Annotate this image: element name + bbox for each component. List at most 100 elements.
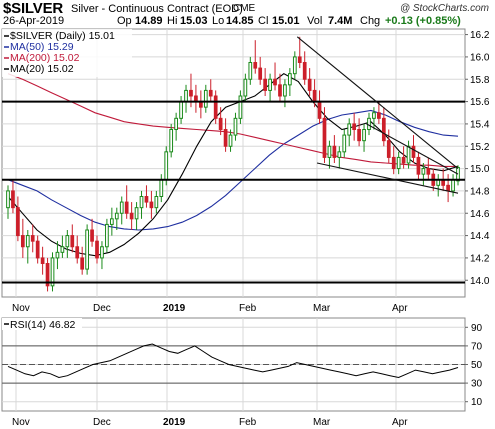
exchange-label: CME xyxy=(233,3,256,14)
candle xyxy=(352,112,357,141)
candle xyxy=(337,146,342,169)
candle-body xyxy=(263,78,268,91)
candle-body xyxy=(149,201,154,209)
candle-body xyxy=(268,78,272,91)
candle xyxy=(85,224,89,275)
candle xyxy=(377,101,381,124)
candle-body xyxy=(342,134,347,153)
candle xyxy=(144,185,149,208)
chart-legend: $SILVER (Daily) 15.01 MA(50) 15.29 MA(20… xyxy=(2,29,132,331)
copyright-label[interactable]: @ StockCharts.com xyxy=(399,3,489,14)
candle-body xyxy=(396,156,401,170)
y-tick-label: 14.8 xyxy=(470,186,490,197)
y-tick-label: 16.2 xyxy=(470,30,490,41)
y-tick-label: 14.0 xyxy=(470,276,490,287)
candle-body xyxy=(109,218,114,225)
candle-body xyxy=(55,251,60,259)
candle xyxy=(30,224,35,253)
candle-body xyxy=(312,89,317,103)
change-label: Chg xyxy=(360,15,381,27)
candle-body xyxy=(119,201,124,214)
low-label: Lo xyxy=(212,15,225,27)
candle-body xyxy=(20,235,25,248)
candle-body xyxy=(105,223,109,248)
candle xyxy=(139,190,144,219)
candle-body xyxy=(377,112,381,119)
legend-background xyxy=(2,29,132,77)
candle-body xyxy=(30,235,35,242)
rsi-series xyxy=(7,343,459,379)
candle-body xyxy=(154,196,159,209)
rsi-line xyxy=(7,343,459,379)
candle xyxy=(273,62,277,91)
candle-body xyxy=(322,117,327,158)
candle-body xyxy=(169,129,174,153)
y-tick-label: 14.4 xyxy=(470,231,490,242)
candle xyxy=(55,241,60,270)
candle-body xyxy=(248,62,253,80)
candle-body xyxy=(352,123,357,130)
candle xyxy=(149,190,154,219)
legend-ma200: MA(200) 15.02 xyxy=(10,52,80,64)
open-value: 14.89 xyxy=(135,15,163,27)
candle-body xyxy=(80,257,85,270)
candle-body xyxy=(416,156,421,175)
rsi-y-tick-label: 70 xyxy=(471,341,483,352)
candle xyxy=(411,135,416,163)
candle xyxy=(20,218,25,258)
y-tick-label: 15.6 xyxy=(470,97,490,108)
candle xyxy=(70,224,75,253)
candle-body xyxy=(283,84,287,97)
candle-body xyxy=(347,123,352,136)
candle xyxy=(332,135,337,163)
candle-body xyxy=(90,229,94,242)
rsi-x-tick-label: Dec xyxy=(93,417,111,428)
high-value: 15.03 xyxy=(180,15,208,27)
candle xyxy=(258,56,263,85)
candle xyxy=(208,79,213,102)
candle-body xyxy=(144,196,149,203)
candle-body xyxy=(159,179,164,197)
candle-body xyxy=(372,112,376,119)
candle xyxy=(381,107,386,147)
candle xyxy=(90,218,94,247)
candle xyxy=(16,196,20,242)
y-tick-label: 14.2 xyxy=(470,253,490,264)
candle-body xyxy=(243,78,248,97)
candlesticks xyxy=(6,36,460,292)
candle-body xyxy=(208,89,213,97)
candle-body xyxy=(40,257,45,264)
rsi-legend-background xyxy=(2,318,82,330)
candle xyxy=(114,207,119,230)
candle-body xyxy=(16,207,20,237)
x-tick-label: Dec xyxy=(93,303,111,314)
x-tick-label: Mar xyxy=(313,303,331,314)
trendline xyxy=(366,123,459,175)
candle-body xyxy=(307,78,312,91)
candle-body xyxy=(223,129,228,147)
candle xyxy=(134,202,139,230)
candle-body xyxy=(278,84,282,97)
candle xyxy=(60,235,65,258)
candle-body xyxy=(70,235,75,248)
change-value: +0.13 (+0.85%) xyxy=(385,15,461,27)
ma-line-ma50 xyxy=(7,109,459,231)
trendline xyxy=(316,162,459,194)
candle xyxy=(292,51,297,80)
symbol-title: $SILVER xyxy=(3,0,64,17)
y-tick-label: 15.8 xyxy=(470,75,490,86)
candle-body xyxy=(337,151,342,158)
rsi-x-tick-label: Apr xyxy=(392,417,408,428)
volume-value: 7.4M xyxy=(328,15,353,27)
candle xyxy=(401,146,406,169)
candle-body xyxy=(164,151,169,181)
candle-body xyxy=(100,246,104,259)
candle-body xyxy=(327,145,332,158)
candle xyxy=(386,129,391,163)
candle xyxy=(75,235,80,264)
candle-body xyxy=(292,56,297,75)
candle-body xyxy=(75,246,80,259)
candle xyxy=(406,140,411,169)
legend-main: $SILVER (Daily) 15.01 xyxy=(10,30,115,42)
